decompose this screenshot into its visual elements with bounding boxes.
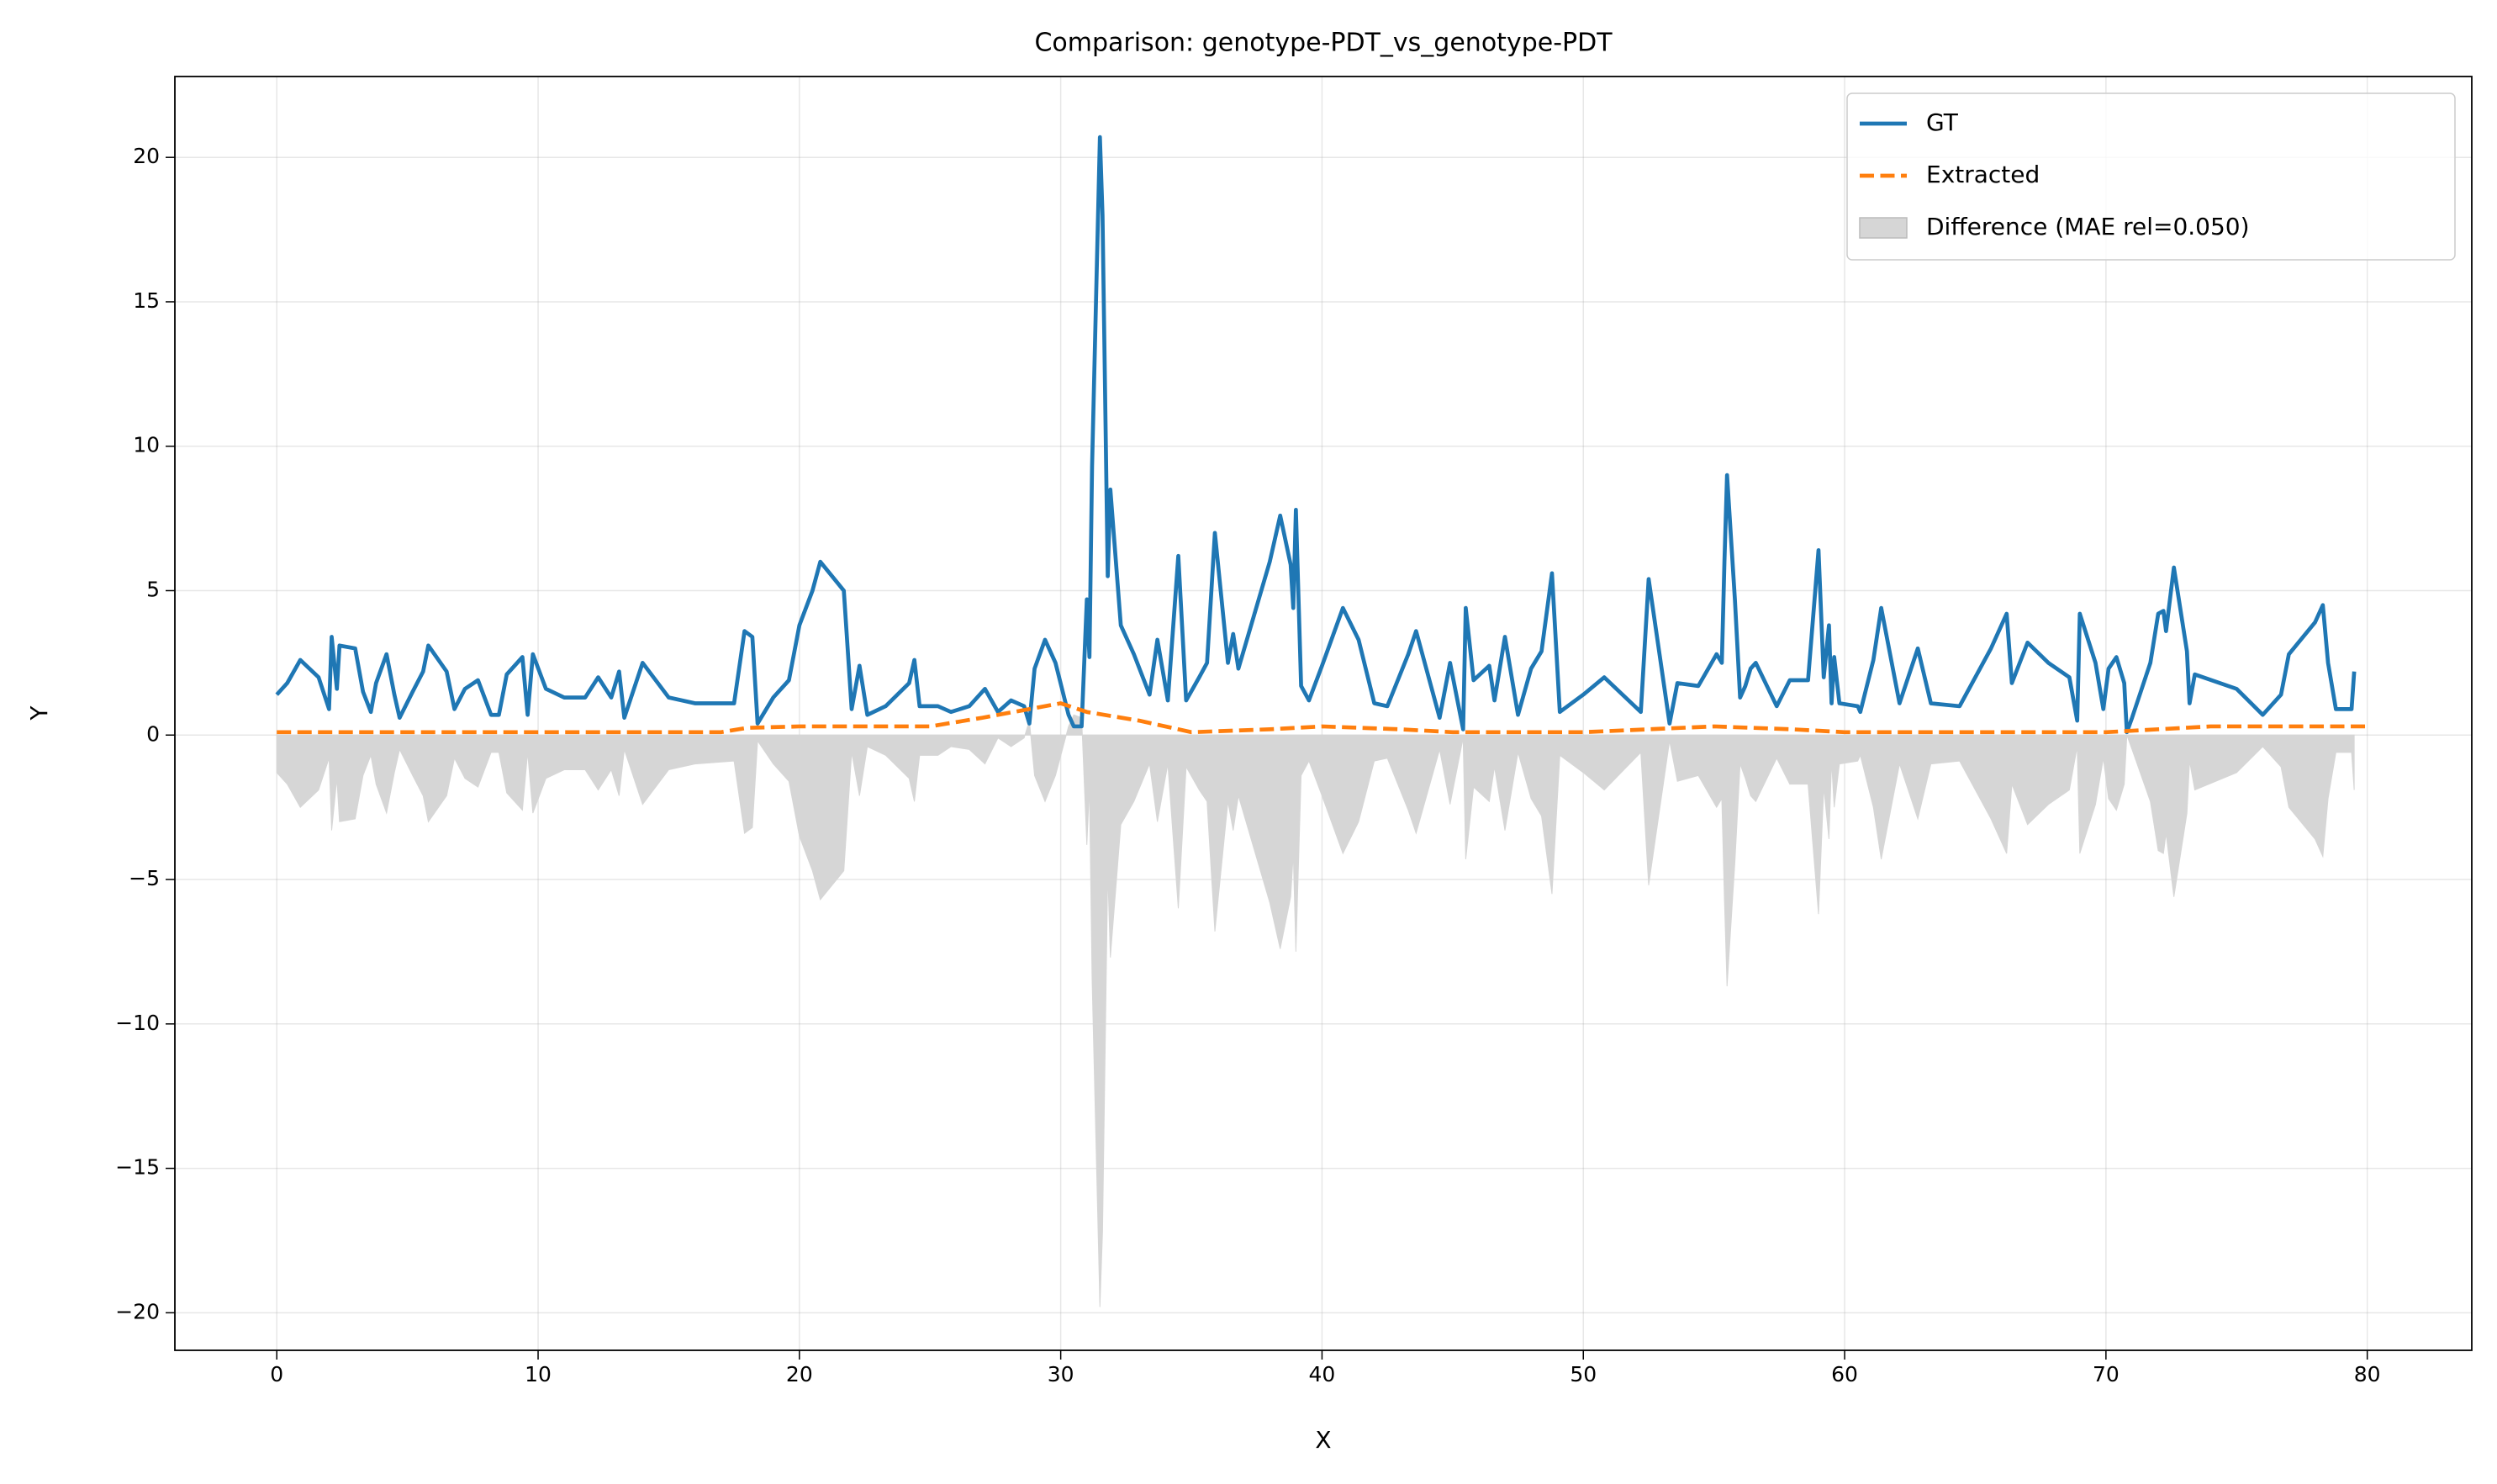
- y-axis-label: Y: [25, 705, 53, 721]
- legend-label: Extracted: [1926, 161, 2040, 188]
- y-tick-label: 15: [133, 288, 160, 313]
- y-tick-label: −20: [115, 1299, 160, 1323]
- x-tick-label: 10: [525, 1362, 552, 1386]
- x-tick-label: 50: [1570, 1362, 1597, 1386]
- y-tick-label: −10: [115, 1011, 160, 1035]
- y-tick-label: −15: [115, 1155, 160, 1180]
- x-tick-label: 70: [2093, 1362, 2120, 1386]
- y-tick-label: 0: [146, 721, 160, 746]
- legend-label: GT: [1926, 108, 1959, 136]
- legend-swatch: [1859, 217, 1908, 239]
- legend-label: Difference (MAE rel=0.050): [1926, 213, 2250, 240]
- plot-frame: [174, 76, 2473, 1351]
- y-tick-label: 10: [133, 433, 160, 457]
- difference-area: [276, 714, 2355, 1307]
- x-tick-label: 80: [2354, 1362, 2381, 1386]
- x-tick-label: 40: [1309, 1362, 1336, 1386]
- x-axis-label: X: [1315, 1426, 1331, 1454]
- x-tick-label: 20: [786, 1362, 813, 1386]
- data-line: [275, 135, 2357, 735]
- y-tick-label: 5: [146, 577, 160, 601]
- x-tick-label: 30: [1048, 1362, 1074, 1386]
- x-tick-label: 0: [270, 1362, 283, 1386]
- x-tick-label: 60: [1831, 1362, 1858, 1386]
- legend: GT Extracted Difference (MAE rel=0.050): [1846, 92, 2456, 261]
- y-tick-label: −5: [129, 866, 160, 890]
- y-tick-label: 20: [133, 144, 160, 168]
- chart-title: Comparison: genotype-PDT_vs_genotype-PDT: [1034, 29, 1613, 58]
- data-line: [277, 701, 2368, 735]
- legend-box: [1846, 92, 2456, 261]
